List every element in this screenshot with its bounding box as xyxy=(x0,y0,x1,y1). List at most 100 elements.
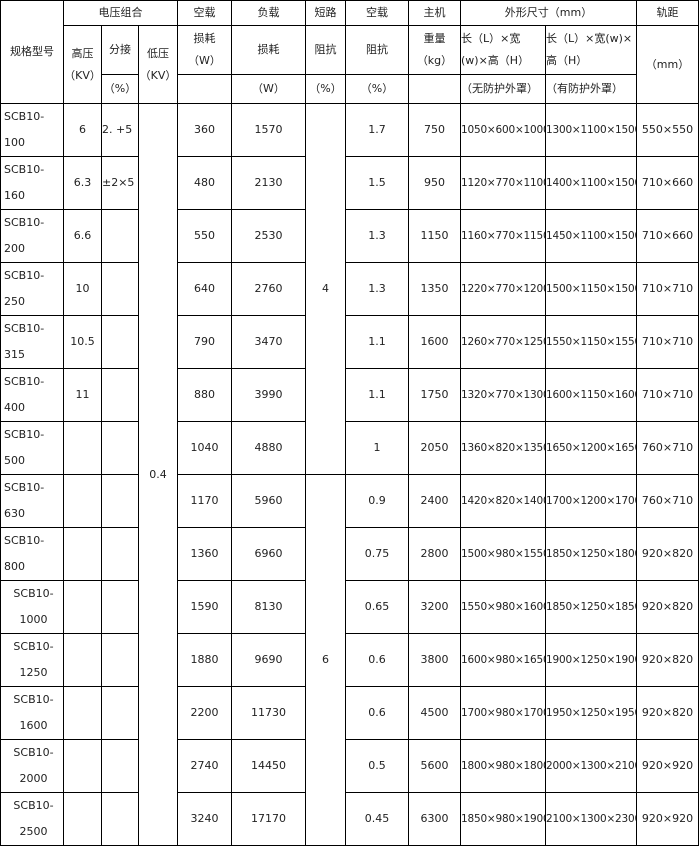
header-load-unit: （W） xyxy=(231,74,306,104)
cell-load-loss: 17170 xyxy=(231,792,306,846)
cell-hv xyxy=(63,580,102,634)
cell-model: SCB10-1600 xyxy=(0,686,64,740)
cell-load-loss: 14450 xyxy=(231,739,306,793)
cell-gauge: 920×820 xyxy=(636,686,699,740)
header-hv: 高压 （KV） xyxy=(63,25,102,104)
cell-weight: 3200 xyxy=(408,580,461,634)
header-weight-unit: （kg） xyxy=(416,54,453,67)
cell-gauge: 710×710 xyxy=(636,262,699,316)
cell-hv xyxy=(63,739,102,793)
cell-dims-b: 1500×1150×1500 xyxy=(545,262,637,316)
table-row: SCB10-250 10 640 2760 1.3 1350 1220×770×1200 15… xyxy=(0,262,699,316)
header-dimensions: 外形尺寸（mm） xyxy=(460,0,637,26)
cell-tap xyxy=(101,209,139,263)
cell-noload-loss: 1040 xyxy=(177,421,232,475)
cell-noload-imp: 1.3 xyxy=(345,209,409,263)
cell-tap xyxy=(101,633,139,687)
cell-noload-loss: 360 xyxy=(177,103,232,157)
cell-weight: 5600 xyxy=(408,739,461,793)
cell-noload-loss: 480 xyxy=(177,156,232,210)
cell-load-loss: 3470 xyxy=(231,315,306,369)
cell-model: SCB10-315 xyxy=(0,315,64,369)
cell-hv xyxy=(63,686,102,740)
cell-dims-b: 1950×1250×1950 xyxy=(545,686,637,740)
table-row: SCB10-2500 3240 17170 0.45 6300 1850×980×1900… xyxy=(0,792,699,846)
header-sc-unit: （%） xyxy=(305,74,346,104)
cell-dims-a: 1500×980×1550 xyxy=(460,527,546,581)
header-gauge-unit: （mm） xyxy=(636,25,699,104)
cell-dims-a: 1260×770×1250 xyxy=(460,315,546,369)
cell-dims-a: 1700×980×1700 xyxy=(460,686,546,740)
cell-weight: 3800 xyxy=(408,633,461,687)
cell-noload-imp: 0.45 xyxy=(345,792,409,846)
header-empty xyxy=(177,74,232,104)
header-sc-imp: 阻抗 xyxy=(305,25,346,75)
cell-model: SCB10-200 xyxy=(0,209,64,263)
header-weight: 重量 （kg） xyxy=(408,25,461,75)
header-dims-a: 长（L）×宽(w)×高（H） xyxy=(460,25,546,75)
cell-gauge: 710×710 xyxy=(636,315,699,369)
header-main: 主机 xyxy=(408,0,461,26)
cell-gauge: 710×710 xyxy=(636,368,699,422)
cell-tap xyxy=(101,686,139,740)
table-row: SCB10-1250 1880 9690 0.6 3800 1600×980×1650 19… xyxy=(0,633,699,687)
table-body: SCB10-100 6 2. +5 0.4 360 1570 4 1.7 750 1050×600… xyxy=(0,103,699,846)
cell-noload-imp: 0.5 xyxy=(345,739,409,793)
cell-load-loss: 2130 xyxy=(231,156,306,210)
header-hv-unit: （KV） xyxy=(64,68,101,82)
cell-hv: 6.3 xyxy=(63,156,102,210)
cell-noload-imp: 0.6 xyxy=(345,686,409,740)
cell-noload-loss: 3240 xyxy=(177,792,232,846)
cell-noload-loss: 1170 xyxy=(177,474,232,528)
cell-model: SCB10-2500 xyxy=(0,792,64,846)
cell-noload-loss: 2740 xyxy=(177,739,232,793)
cell-model: SCB10-1250 xyxy=(0,633,64,687)
header-lv-unit: （KV） xyxy=(139,68,177,82)
header-dims-b: 长（L）×宽(w)×高（H） xyxy=(545,25,637,75)
cell-gauge: 710×660 xyxy=(636,156,699,210)
cell-dims-a: 1120×770×1100 xyxy=(460,156,546,210)
table-row: SCB10-2000 2740 14450 0.5 5600 1800×980×1800 2… xyxy=(0,739,699,793)
cell-weight: 750 xyxy=(408,103,461,157)
cell-gauge: 550×550 xyxy=(636,103,699,157)
cell-dims-a: 1050×600×1000 xyxy=(460,103,546,157)
cell-weight: 6300 xyxy=(408,792,461,846)
cell-noload-imp: 1.1 xyxy=(345,315,409,369)
cell-weight: 1150 xyxy=(408,209,461,263)
cell-weight: 1350 xyxy=(408,262,461,316)
cell-hv xyxy=(63,527,102,581)
cell-load-loss: 2530 xyxy=(231,209,306,263)
cell-load-loss: 6960 xyxy=(231,527,306,581)
cell-noload-imp: 1.3 xyxy=(345,262,409,316)
table-row: SCB10-160 6.3 ±2×5 480 2130 1.5 950 1120×770×11… xyxy=(0,156,699,210)
cell-dims-a: 1160×770×1150 xyxy=(460,209,546,263)
table-row: SCB10-1600 2200 11730 0.6 4500 1700×980×1700 1… xyxy=(0,686,699,740)
table-row: SCB10-500 1040 4880 1 2050 1360×820×1350 1650×… xyxy=(0,421,699,475)
cell-dims-b: 1850×1250×1850 xyxy=(545,580,637,634)
cell-weight: 2800 xyxy=(408,527,461,581)
table-row: SCB10-315 10.5 790 3470 1.1 1600 1260×770×1250… xyxy=(0,315,699,369)
cell-model: SCB10-630 xyxy=(0,474,64,528)
cell-noload-loss: 2200 xyxy=(177,686,232,740)
cell-dims-b: 1550×1150×1550 xyxy=(545,315,637,369)
cell-load-loss: 11730 xyxy=(231,686,306,740)
cell-dims-a: 1550×980×1600 xyxy=(460,580,546,634)
cell-noload-imp: 0.65 xyxy=(345,580,409,634)
header-tap-unit: （%） xyxy=(101,74,139,104)
table-row: SCB10-630 1170 5960 6 0.9 2400 1420×820×1400 17… xyxy=(0,474,699,846)
cell-hv xyxy=(63,792,102,846)
cell-noload-loss: 1590 xyxy=(177,580,232,634)
cell-noload-imp: 0.6 xyxy=(345,633,409,687)
header-noload-loss-label: 损耗 xyxy=(193,32,216,45)
cell-dims-b: 1700×1200×1700 xyxy=(545,474,637,528)
cell-tap xyxy=(101,739,139,793)
cell-tap xyxy=(101,580,139,634)
table-row: SCB10-100 6 2. +5 0.4 360 1570 4 1.7 750 1050×600… xyxy=(0,103,699,846)
header-empty xyxy=(408,74,461,104)
header-dims-b-note: （有防护外罩） xyxy=(545,74,637,104)
cell-gauge: 760×710 xyxy=(636,421,699,475)
cell-dims-a: 1800×980×1800 xyxy=(460,739,546,793)
cell-sc-merged: 6 xyxy=(305,474,346,846)
cell-model: SCB10-400 xyxy=(0,368,64,422)
cell-weight: 950 xyxy=(408,156,461,210)
